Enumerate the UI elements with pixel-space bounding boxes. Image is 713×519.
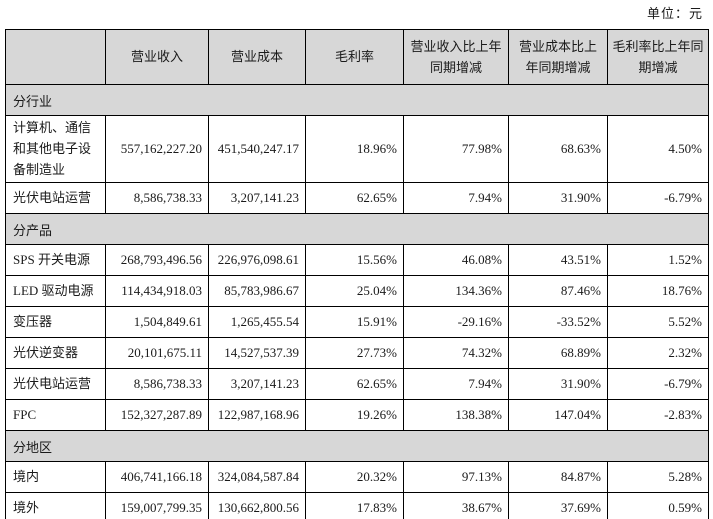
table-row-domestic: 境内 406,741,166.18 324,084,587.84 20.32% … <box>5 461 709 494</box>
cell-revenue-yoy: 74.32% <box>403 337 509 370</box>
cell-cost: 226,976,098.61 <box>208 244 306 277</box>
cell-gross-margin: 18.96% <box>305 114 404 184</box>
column-header-gross-margin: 毛利率 <box>305 29 404 85</box>
row-label: LED 驱动电源 <box>5 275 106 308</box>
column-header-blank <box>5 29 106 85</box>
cell-revenue: 406,741,166.18 <box>105 461 209 494</box>
column-header-revenue-yoy: 营业收入比上年同期增减 <box>403 29 509 85</box>
cell-cost: 85,783,986.67 <box>208 275 306 308</box>
column-header-cost-yoy: 营业成本比上年同期增减 <box>508 29 608 85</box>
row-label: 境外 <box>5 492 106 519</box>
cell-revenue-yoy: -29.16% <box>403 306 509 339</box>
cell-cost-yoy: 31.90% <box>508 182 608 215</box>
cell-cost-yoy: 43.51% <box>508 244 608 277</box>
cell-margin-yoy: 1.52% <box>607 244 709 277</box>
cell-revenue-yoy: 138.38% <box>403 399 509 432</box>
cell-margin-yoy: 2.32% <box>607 337 709 370</box>
cell-margin-yoy: -6.79% <box>607 368 709 401</box>
cell-revenue-yoy: 97.13% <box>403 461 509 494</box>
cell-cost-yoy: 68.89% <box>508 337 608 370</box>
cell-cost: 122,987,168.96 <box>208 399 306 432</box>
column-header-revenue: 营业收入 <box>105 29 209 85</box>
table-row-computer-industry: 计算机、通信和其他电子设备制造业 557,162,227.20 451,540,… <box>5 114 709 184</box>
row-label: 计算机、通信和其他电子设备制造业 <box>5 114 106 184</box>
cell-cost: 130,662,800.56 <box>208 492 306 519</box>
cell-gross-margin: 27.73% <box>305 337 404 370</box>
cell-revenue-yoy: 38.67% <box>403 492 509 519</box>
table-row-pv-station-product: 光伏电站运营 8,586,738.33 3,207,141.23 62.65% … <box>5 368 709 401</box>
cell-cost-yoy: 84.87% <box>508 461 608 494</box>
cell-revenue: 268,793,496.56 <box>105 244 209 277</box>
cell-gross-margin: 19.26% <box>305 399 404 432</box>
row-label: FPC <box>5 399 106 432</box>
table-row-led-driver: LED 驱动电源 114,434,918.03 85,783,986.67 25… <box>5 275 709 308</box>
cell-cost-yoy: 87.46% <box>508 275 608 308</box>
cell-cost: 451,540,247.17 <box>208 114 306 184</box>
cell-cost-yoy: 37.69% <box>508 492 608 519</box>
cell-revenue: 20,101,675.11 <box>105 337 209 370</box>
row-label: SPS 开关电源 <box>5 244 106 277</box>
cell-gross-margin: 17.83% <box>305 492 404 519</box>
cell-revenue: 1,504,849.61 <box>105 306 209 339</box>
cell-cost: 14,527,537.39 <box>208 337 306 370</box>
table-row-fpc: FPC 152,327,287.89 122,987,168.96 19.26%… <box>5 399 709 432</box>
cell-gross-margin: 15.91% <box>305 306 404 339</box>
cell-gross-margin: 62.65% <box>305 368 404 401</box>
section-label: 分行业 <box>5 84 709 116</box>
revenue-breakdown-table: 营业收入 营业成本 毛利率 营业收入比上年同期增减 营业成本比上年同期增减 毛利… <box>5 29 709 519</box>
cell-margin-yoy: -6.79% <box>607 182 709 215</box>
column-header-margin-yoy: 毛利率比上年同期增减 <box>607 29 709 85</box>
cell-revenue: 557,162,227.20 <box>105 114 209 184</box>
cell-cost-yoy: 68.63% <box>508 114 608 184</box>
row-label: 境内 <box>5 461 106 494</box>
cell-margin-yoy: 4.50% <box>607 114 709 184</box>
cell-margin-yoy: -2.83% <box>607 399 709 432</box>
cell-revenue: 8,586,738.33 <box>105 182 209 215</box>
section-row-by-industry: 分行业 <box>5 84 709 116</box>
row-label: 光伏电站运营 <box>5 182 106 215</box>
row-label: 光伏逆变器 <box>5 337 106 370</box>
cell-cost: 1,265,455.54 <box>208 306 306 339</box>
row-label: 变压器 <box>5 306 106 339</box>
cell-revenue-yoy: 7.94% <box>403 368 509 401</box>
cell-margin-yoy: 0.59% <box>607 492 709 519</box>
section-row-by-product: 分产品 <box>5 213 709 246</box>
cell-margin-yoy: 5.28% <box>607 461 709 494</box>
cell-revenue: 152,327,287.89 <box>105 399 209 432</box>
cell-revenue: 114,434,918.03 <box>105 275 209 308</box>
table-row-sps-power: SPS 开关电源 268,793,496.56 226,976,098.61 1… <box>5 244 709 277</box>
cell-revenue-yoy: 46.08% <box>403 244 509 277</box>
cell-margin-yoy: 5.52% <box>607 306 709 339</box>
row-label: 光伏电站运营 <box>5 368 106 401</box>
cell-cost: 3,207,141.23 <box>208 182 306 215</box>
table-row-overseas: 境外 159,007,799.35 130,662,800.56 17.83% … <box>5 492 709 519</box>
cell-cost-yoy: 31.90% <box>508 368 608 401</box>
table-header-row: 营业收入 营业成本 毛利率 营业收入比上年同期增减 营业成本比上年同期增减 毛利… <box>5 29 709 85</box>
section-label: 分产品 <box>5 213 709 246</box>
cell-revenue: 159,007,799.35 <box>105 492 209 519</box>
cell-revenue-yoy: 134.36% <box>403 275 509 308</box>
cell-gross-margin: 25.04% <box>305 275 404 308</box>
column-header-cost: 营业成本 <box>208 29 306 85</box>
cell-cost-yoy: -33.52% <box>508 306 608 339</box>
cell-gross-margin: 15.56% <box>305 244 404 277</box>
cell-revenue-yoy: 77.98% <box>403 114 509 184</box>
table-row-transformer: 变压器 1,504,849.61 1,265,455.54 15.91% -29… <box>5 306 709 339</box>
cell-gross-margin: 62.65% <box>305 182 404 215</box>
cell-margin-yoy: 18.76% <box>607 275 709 308</box>
cell-gross-margin: 20.32% <box>305 461 404 494</box>
table-row-pv-inverter: 光伏逆变器 20,101,675.11 14,527,537.39 27.73%… <box>5 337 709 370</box>
table-row-pv-station-industry: 光伏电站运营 8,586,738.33 3,207,141.23 62.65% … <box>5 182 709 215</box>
section-label: 分地区 <box>5 430 709 463</box>
cell-revenue-yoy: 7.94% <box>403 182 509 215</box>
cell-cost: 3,207,141.23 <box>208 368 306 401</box>
cell-cost-yoy: 147.04% <box>508 399 608 432</box>
cell-revenue: 8,586,738.33 <box>105 368 209 401</box>
unit-label: 单位：元 <box>646 6 703 21</box>
cell-cost: 324,084,587.84 <box>208 461 306 494</box>
section-row-by-region: 分地区 <box>5 430 709 463</box>
